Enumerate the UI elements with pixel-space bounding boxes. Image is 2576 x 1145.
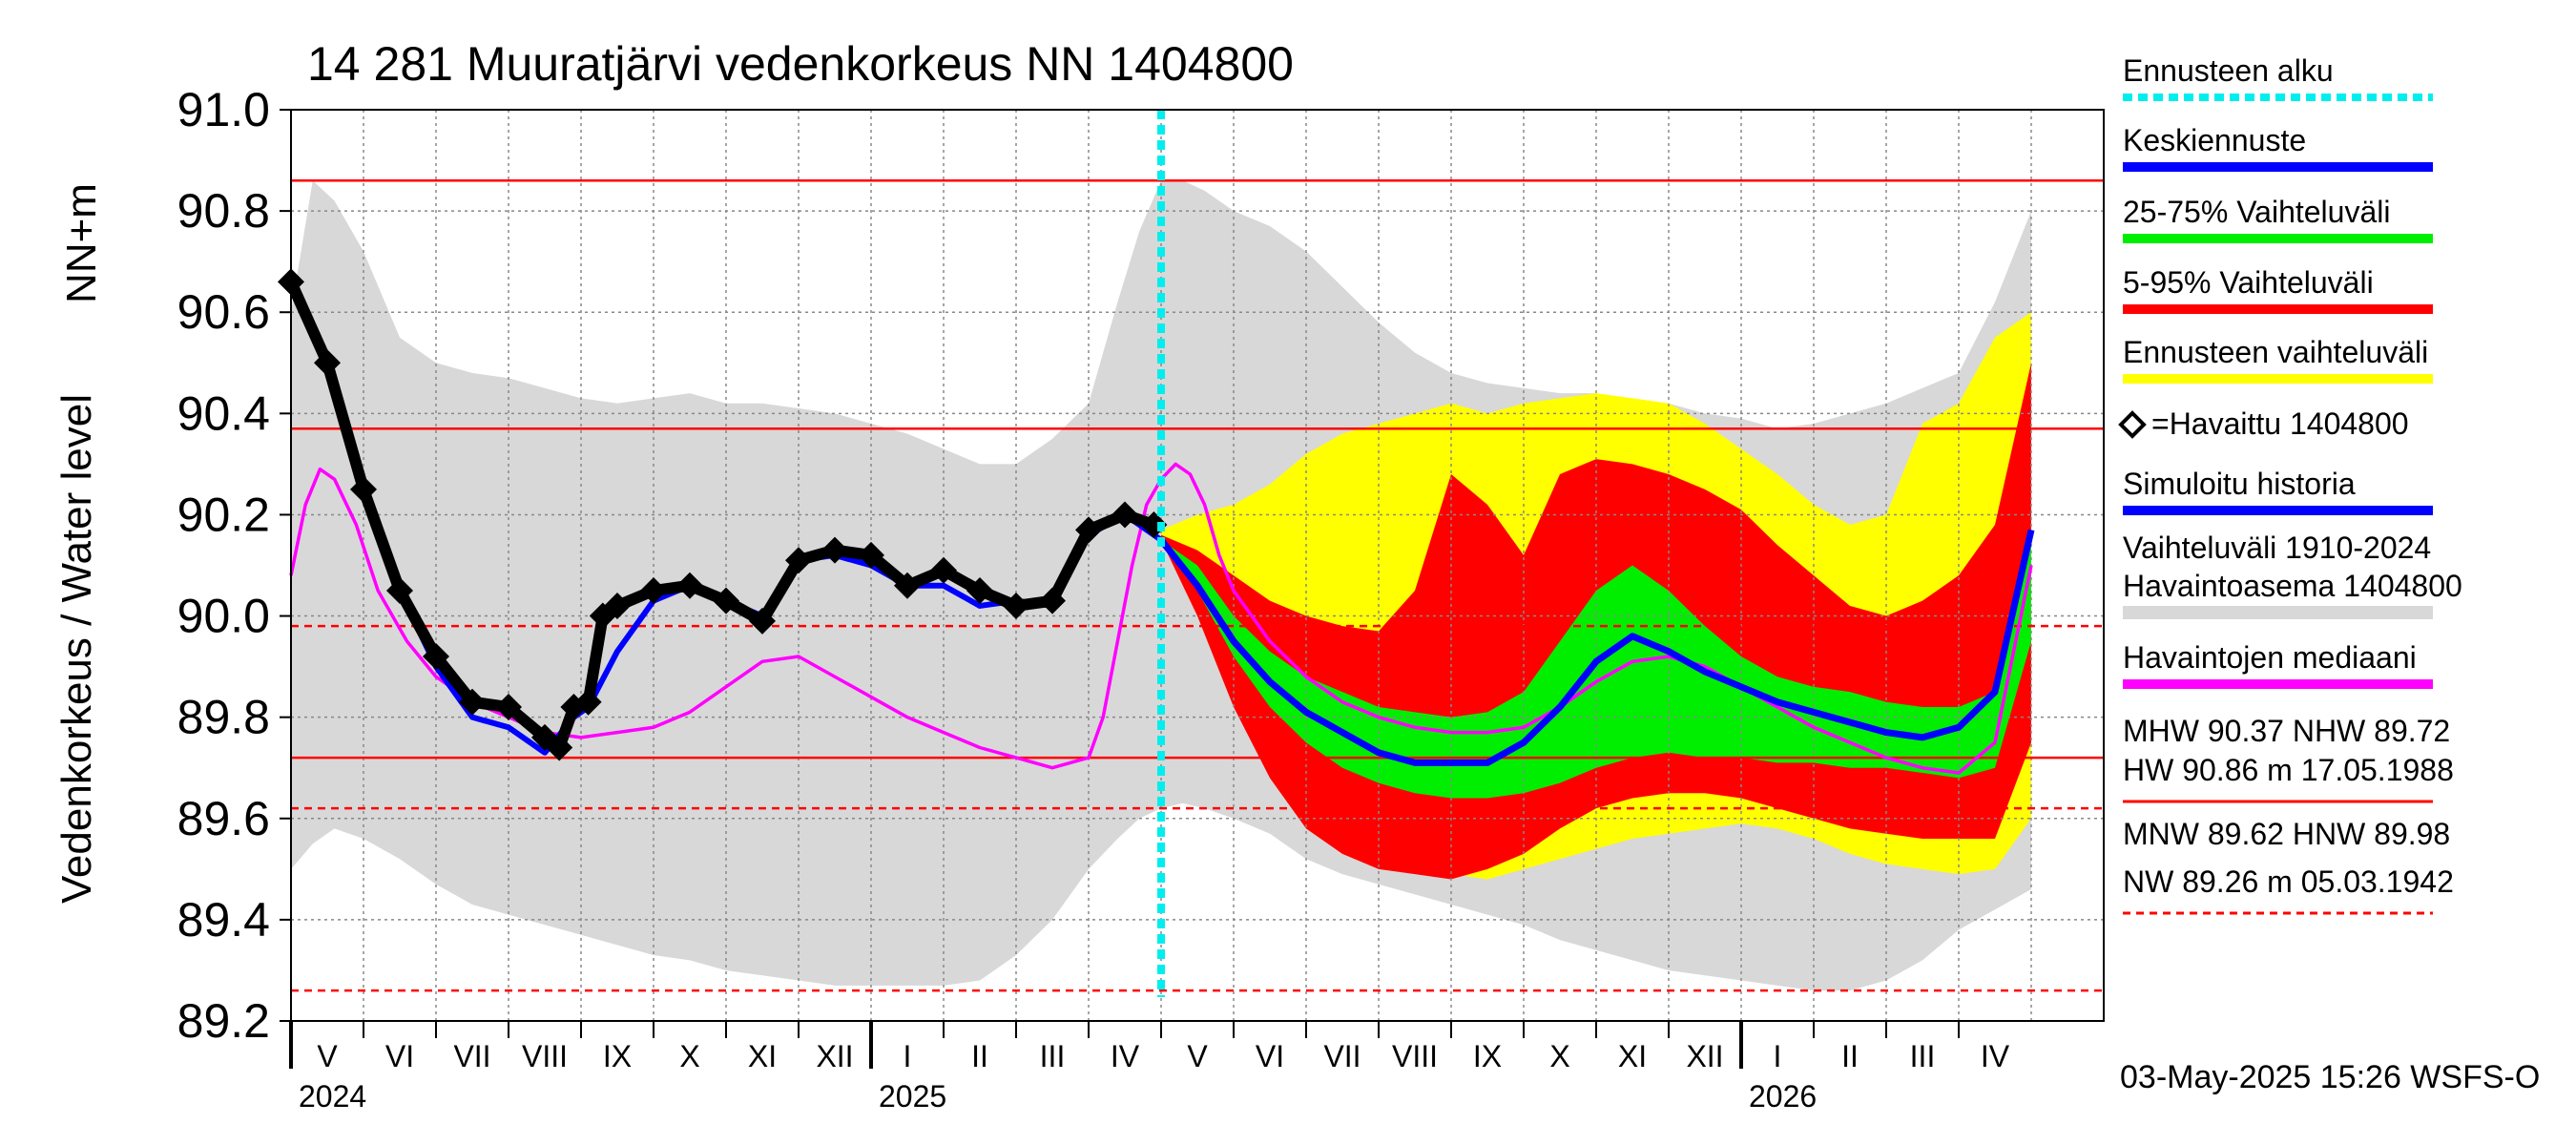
observed-point-13 <box>640 577 667 605</box>
y-tick-label-5: 90.2 <box>177 488 270 541</box>
observed-point-27 <box>1140 511 1168 539</box>
observed-point-1 <box>314 349 341 377</box>
month-label-19: XII <box>1686 1039 1723 1073</box>
observed-point-16 <box>749 607 776 635</box>
y-tick-label-6: 90.4 <box>177 386 270 440</box>
y-axis-label: Vedenkorkeus / Water level <box>53 394 100 904</box>
legend: Ennusteen alku Keskiennuste 25-75% Vaihtel… <box>2118 53 2462 689</box>
observed-point-18 <box>821 536 848 564</box>
y-tick-label-1: 89.4 <box>177 893 270 947</box>
month-label-22: III <box>1910 1039 1936 1073</box>
month-label-14: VII <box>1323 1039 1361 1073</box>
observed-point-24 <box>1039 587 1066 614</box>
plot-frame <box>290 109 2105 1022</box>
stats-line-2: HW 90.86 m 17.05.1988 <box>2123 753 2454 787</box>
year-label-0: 2024 <box>299 1079 366 1114</box>
observed-point-3 <box>386 577 413 605</box>
month-label-10: III <box>1040 1039 1066 1073</box>
month-label-9: II <box>971 1039 988 1073</box>
month-label-16: IX <box>1473 1039 1502 1073</box>
legend-label-3: 5-95% Vaihteluväli <box>2123 265 2374 300</box>
observed-point-8 <box>546 734 573 761</box>
y-tick-label-4: 90.0 <box>177 590 270 643</box>
month-label-18: XI <box>1618 1039 1647 1073</box>
month-label-7: XII <box>816 1039 853 1073</box>
observed-point-5 <box>459 688 486 716</box>
month-label-0: V <box>317 1039 338 1073</box>
observed-line <box>285 279 1156 754</box>
y-tick-label-7: 90.6 <box>177 285 270 339</box>
year-label-2: 2026 <box>1749 1079 1817 1114</box>
month-label-6: XI <box>748 1039 777 1073</box>
legend-label-9: Havaintojen mediaani <box>2123 640 2417 675</box>
observed-point-2 <box>350 475 377 503</box>
observed-point-26 <box>1111 501 1138 529</box>
y-tick-label-3: 89.8 <box>177 691 270 744</box>
observed-point-6 <box>495 694 522 721</box>
reference-lines-layer <box>291 179 2104 992</box>
series-line-1 <box>1158 529 2035 766</box>
stats-line-1: MHW 90.37 NHW 89.72 <box>2123 714 2450 748</box>
month-label-2: VII <box>453 1039 490 1073</box>
month-label-5: X <box>679 1039 699 1073</box>
y-axis-label-unit: NN+m <box>58 183 105 303</box>
y-tick-label-2: 89.6 <box>177 792 270 845</box>
footer-timestamp: 03-May-2025 15:26 WSFS-O <box>2120 1059 2540 1095</box>
legend-label-6: Simuloitu historia <box>2123 467 2356 501</box>
month-label-4: IX <box>603 1039 632 1073</box>
observed-point-17 <box>785 547 812 574</box>
month-label-15: VIII <box>1392 1039 1438 1073</box>
axes-layer: 89.2 89.4 89.6 89.8 90.0 90.2 90.4 90.6 90.8 91.0… <box>177 83 2105 1114</box>
observed-point-19 <box>858 541 884 569</box>
observed-point-21 <box>930 556 957 584</box>
month-label-17: X <box>1549 1039 1569 1073</box>
y-tick-label-9: 91.0 <box>177 83 270 136</box>
legend-label-4: Ennusteen vaihteluväli <box>2123 335 2428 369</box>
month-label-1: VI <box>385 1039 414 1073</box>
chart-title: 14 281 Muuratjärvi vedenkorkeus NN 14048… <box>307 37 1294 91</box>
y-tick-label-0: 89.2 <box>177 994 270 1048</box>
month-label-20: I <box>1774 1039 1782 1073</box>
legend-label-7: Vaihteluväli 1910-2024 <box>2123 531 2431 565</box>
observed-point-22 <box>966 577 993 605</box>
observed-point-20 <box>894 572 921 599</box>
observed-point-12 <box>604 592 631 619</box>
month-label-11: IV <box>1111 1039 1140 1073</box>
legend-label-1: Keskiennuste <box>2123 123 2306 157</box>
month-label-3: VIII <box>522 1039 568 1073</box>
legend-swatch-5 <box>2118 410 2147 439</box>
year-label-1: 2025 <box>879 1079 946 1114</box>
observed-point-4 <box>423 643 449 670</box>
observed-point-15 <box>713 587 739 614</box>
stats-line-3: MNW 89.62 HNW 89.98 <box>2123 817 2450 851</box>
month-label-21: II <box>1841 1039 1859 1073</box>
observed-point-23 <box>1003 592 1029 619</box>
legend-label-5: =Havaittu 1404800 <box>2151 406 2409 441</box>
month-label-23: IV <box>1981 1039 2010 1073</box>
month-label-12: V <box>1187 1039 1208 1073</box>
y-tick-label-8: 90.8 <box>177 184 270 238</box>
observed-point-25 <box>1075 516 1102 544</box>
observed-point-14 <box>676 572 703 599</box>
observed-point-10 <box>574 688 602 716</box>
series-layer <box>278 110 2035 997</box>
legend-label-2: 25-75% Vaihteluväli <box>2123 195 2390 229</box>
stats-line-4: NW 89.26 m 05.03.1942 <box>2123 864 2454 899</box>
month-label-8: I <box>904 1039 912 1073</box>
legend-label-8: Havaintoasema 1404800 <box>2123 569 2462 603</box>
month-label-13: VI <box>1256 1039 1284 1073</box>
legend-label-0: Ennusteen alku <box>2123 53 2334 88</box>
